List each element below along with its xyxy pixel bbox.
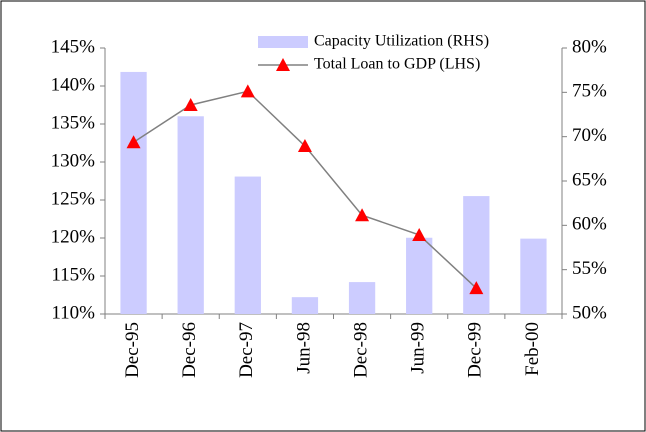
x-tick-label: Dec-97 [236,322,257,378]
x-tick-label: Dec-98 [350,322,371,378]
x-tick-label: Dec-96 [179,322,200,378]
y2-tick-label: 50% [572,302,607,323]
bar [520,238,547,314]
y-tick-label: 110% [51,302,95,323]
y-tick-label: 135% [51,112,96,133]
bar [406,237,433,314]
x-tick-label: Jun-98 [293,322,314,374]
y2-tick-label: 55% [572,258,607,279]
x-tick-label: Feb-00 [522,322,543,376]
y-tick-label: 140% [51,74,96,95]
y-tick-label: 115% [51,264,95,285]
x-tick-label: Dec-95 [122,322,143,378]
line-marker [355,208,370,222]
y2-tick-label: 80% [572,36,607,57]
line-marker [240,84,255,98]
y-tick-label: 120% [51,226,96,247]
y2-tick-label: 75% [572,81,607,102]
legend-swatch [258,36,308,48]
bar [234,176,261,314]
y2-tick-label: 70% [572,125,607,146]
y-tick-label: 130% [51,150,96,171]
x-tick-label: Dec-99 [465,322,486,378]
line-marker [469,281,484,295]
y2-tick-label: 60% [572,214,607,235]
bar [291,297,319,314]
legend-label: Capacity Utilization (RHS) [314,33,489,50]
x-tick-label: Jun-99 [408,322,429,374]
y-tick-label: 125% [51,188,96,209]
line-marker [297,139,312,153]
line-marker [183,98,198,111]
y2-tick-label: 65% [572,169,607,190]
bar [120,71,147,314]
line-marker [412,227,427,241]
legend-marker [276,58,290,71]
line-marker [126,135,141,149]
bar [463,196,490,314]
bar [348,282,376,314]
legend-label: Total Loan to GDP (LHS) [314,56,480,73]
y-tick-label: 145% [51,36,96,57]
bar [177,116,204,314]
